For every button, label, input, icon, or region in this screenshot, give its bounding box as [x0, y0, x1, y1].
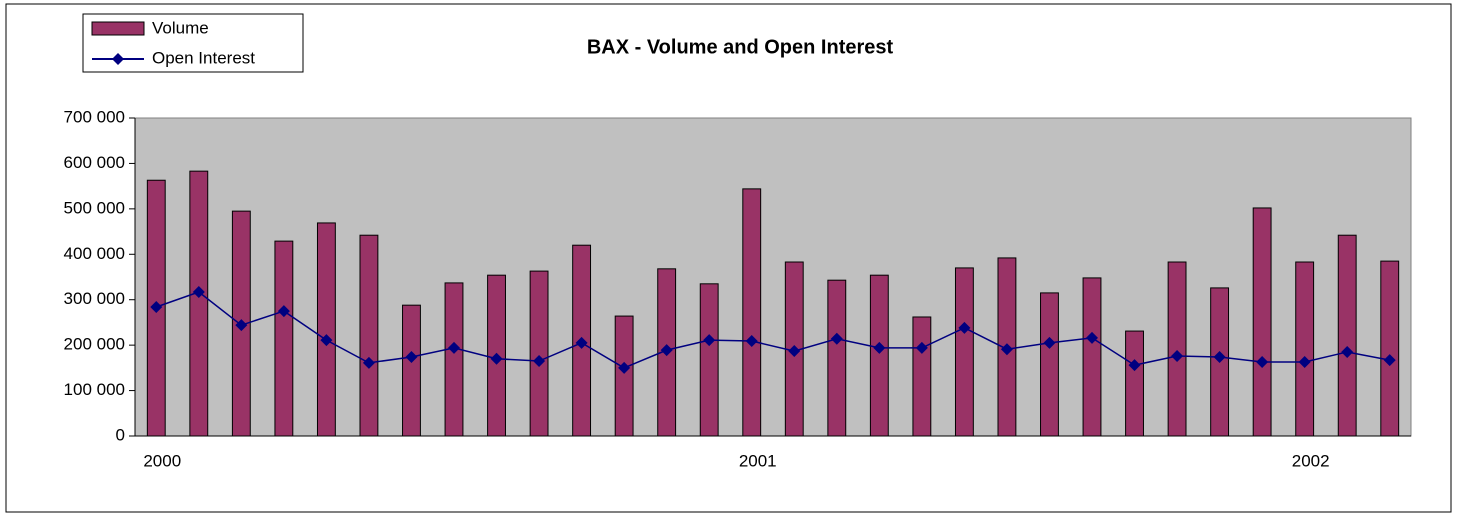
- marker: [533, 355, 546, 368]
- marker: [830, 332, 843, 345]
- y-tick-label: 700 000: [64, 107, 125, 126]
- y-tick-label: 200 000: [64, 335, 125, 354]
- bar: [1167, 261, 1187, 437]
- marker: [1298, 355, 1311, 368]
- marker: [958, 321, 971, 334]
- marker: [448, 341, 460, 354]
- bar: [1337, 234, 1357, 437]
- marker: [1000, 343, 1013, 356]
- bar: [402, 304, 421, 437]
- legend: Volume Open Interest: [82, 13, 304, 73]
- marker: [1383, 354, 1396, 367]
- marker: [490, 352, 503, 365]
- marker: [1171, 350, 1184, 363]
- marker: [1128, 359, 1141, 372]
- bar: [742, 188, 762, 437]
- bar: [699, 283, 719, 437]
- x-tick-label: 2002: [1292, 451, 1330, 470]
- line: [156, 291, 1390, 369]
- y-tick-label: 400 000: [64, 244, 125, 263]
- bar: [274, 240, 294, 437]
- marker: [873, 341, 886, 354]
- bar: [1380, 260, 1400, 437]
- bar: [359, 234, 379, 437]
- y-tick-label: 500 000: [64, 198, 125, 217]
- marker: [192, 285, 205, 298]
- bar: [444, 282, 464, 437]
- marker: [320, 334, 333, 347]
- legend-label: Volume: [152, 18, 209, 37]
- plot-area: [134, 117, 1412, 437]
- marker: [618, 361, 631, 374]
- x-tick-label: 2001: [739, 451, 777, 470]
- marker: [150, 300, 163, 313]
- bar: [316, 222, 336, 437]
- legend-swatch: [91, 21, 145, 36]
- marker: [277, 305, 290, 318]
- chart-title: BAX - Volume and Open Interest: [587, 36, 894, 58]
- marker: [745, 335, 758, 348]
- y-tick-label: 600 000: [64, 153, 125, 172]
- marker: [915, 341, 928, 354]
- y-tick-label: 100 000: [64, 380, 125, 399]
- bar: [912, 316, 932, 437]
- bar: [1125, 330, 1144, 437]
- marker: [1256, 355, 1269, 368]
- marker: [788, 345, 801, 358]
- marker: [1341, 345, 1354, 358]
- marker: [405, 350, 418, 363]
- bar: [1252, 207, 1272, 437]
- bar: [954, 267, 974, 437]
- bar: [1082, 277, 1102, 437]
- marker: [1213, 350, 1226, 363]
- bar: [1295, 261, 1315, 437]
- marker: [235, 319, 248, 332]
- bar: [614, 315, 634, 437]
- legend-label: Open Interest: [152, 48, 255, 67]
- bar: [189, 170, 209, 437]
- marker: [660, 344, 673, 357]
- legend-marker: [112, 53, 124, 65]
- marker: [1086, 331, 1098, 344]
- bar: [869, 274, 889, 437]
- y-tick-label: 0: [116, 425, 125, 444]
- marker: [703, 334, 716, 347]
- marker: [1043, 336, 1056, 349]
- bar: [827, 279, 847, 437]
- bar: [529, 270, 549, 437]
- marker: [575, 336, 588, 349]
- y-tick-label: 300 000: [64, 289, 125, 308]
- x-tick-label: 2000: [143, 451, 181, 470]
- bar: [1040, 292, 1059, 437]
- marker: [362, 356, 375, 369]
